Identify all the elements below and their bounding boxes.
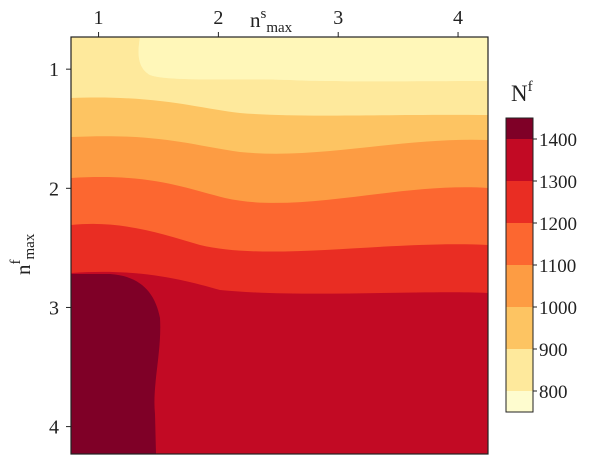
y-axis-ticks: 1 2 3 4: [49, 59, 71, 439]
contour->1450: [71, 274, 161, 454]
y-tick-label: 4: [49, 417, 59, 439]
colorbar-tick-label: 1400: [539, 130, 577, 151]
colorbar-band: [506, 391, 533, 412]
y-tick-label: 3: [49, 297, 59, 319]
colorbar-band: [506, 307, 533, 349]
x-axis-ticks: 1 2 3 4: [94, 7, 463, 37]
colorbar-band: [506, 139, 533, 181]
colorbar-band: [506, 349, 533, 391]
colorbar-title: Nf: [511, 79, 533, 106]
colorbar-tick-label: 800: [539, 382, 568, 403]
colorbar-band: [506, 118, 533, 139]
plot-frame: [70, 36, 489, 455]
x-tick-label: 2: [213, 7, 223, 29]
colorbar-band: [506, 265, 533, 307]
x-tick-label: 1: [94, 7, 104, 29]
contour-regions: [71, 37, 488, 455]
colorbar-tick-label: 1200: [539, 214, 577, 235]
y-tick-label: 1: [49, 59, 59, 81]
colorbar-tick-label: 1000: [539, 298, 577, 319]
colorbar-tick-label: 1100: [539, 256, 576, 277]
colorbar: 800 900 1000 1100 1200 1300 1400: [505, 117, 577, 413]
y-axis-title: nfmax: [8, 233, 38, 275]
colorbar-tick-label: 900: [539, 340, 568, 361]
colorbar-band: [506, 181, 533, 223]
x-tick-label: 4: [453, 7, 463, 29]
y-tick-label: 2: [49, 178, 59, 200]
colorbar-band: [506, 223, 533, 265]
x-tick-label: 3: [333, 7, 343, 29]
contour-1400-1450: [71, 271, 488, 454]
x-axis-title: nsmax: [250, 6, 293, 36]
contour-800-900-tint: [138, 37, 488, 82]
colorbar-tick-label: 1300: [539, 172, 577, 193]
